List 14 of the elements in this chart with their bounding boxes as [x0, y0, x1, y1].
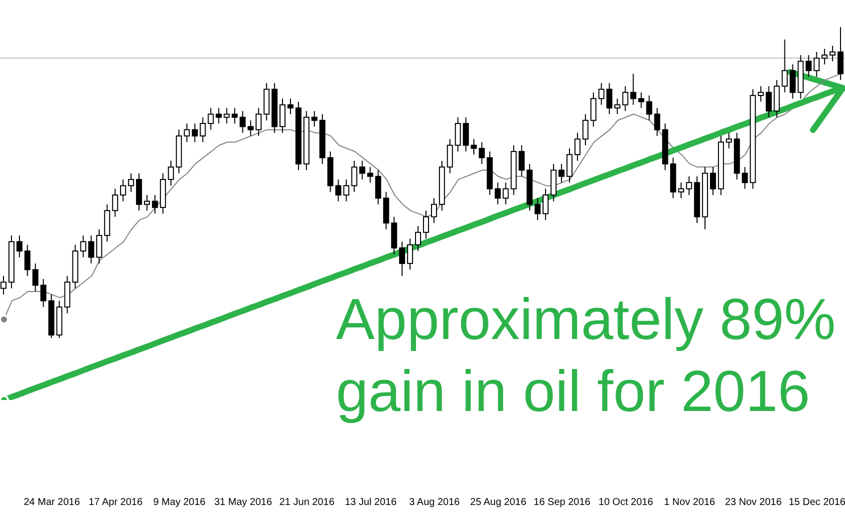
- x-tick-label: 3 Aug 2016: [409, 497, 460, 508]
- x-tick-label: 24 Mar 2016: [24, 497, 80, 508]
- x-tick-label: 21 Jun 2016: [279, 497, 335, 508]
- x-tick-label: 9 May 2016: [153, 497, 206, 508]
- x-tick-label: 15 Dec 2016: [788, 497, 845, 508]
- x-tick-label: 23 Nov 2016: [724, 497, 782, 508]
- x-tick-label: 25 Aug 2016: [470, 497, 527, 508]
- x-tick-label: 31 May 2016: [214, 497, 272, 508]
- x-tick-label: 17 Apr 2016: [88, 497, 143, 508]
- x-tick-label: 1 Nov 2016: [664, 497, 716, 508]
- annotation: Approximately 89% gain in oil for 2016: [336, 286, 837, 426]
- x-tick-label: 16 Sep 2016: [534, 497, 591, 508]
- x-tick-label: 13 Jul 2016: [344, 497, 397, 508]
- x-tick-label: 10 Oct 2016: [598, 497, 654, 508]
